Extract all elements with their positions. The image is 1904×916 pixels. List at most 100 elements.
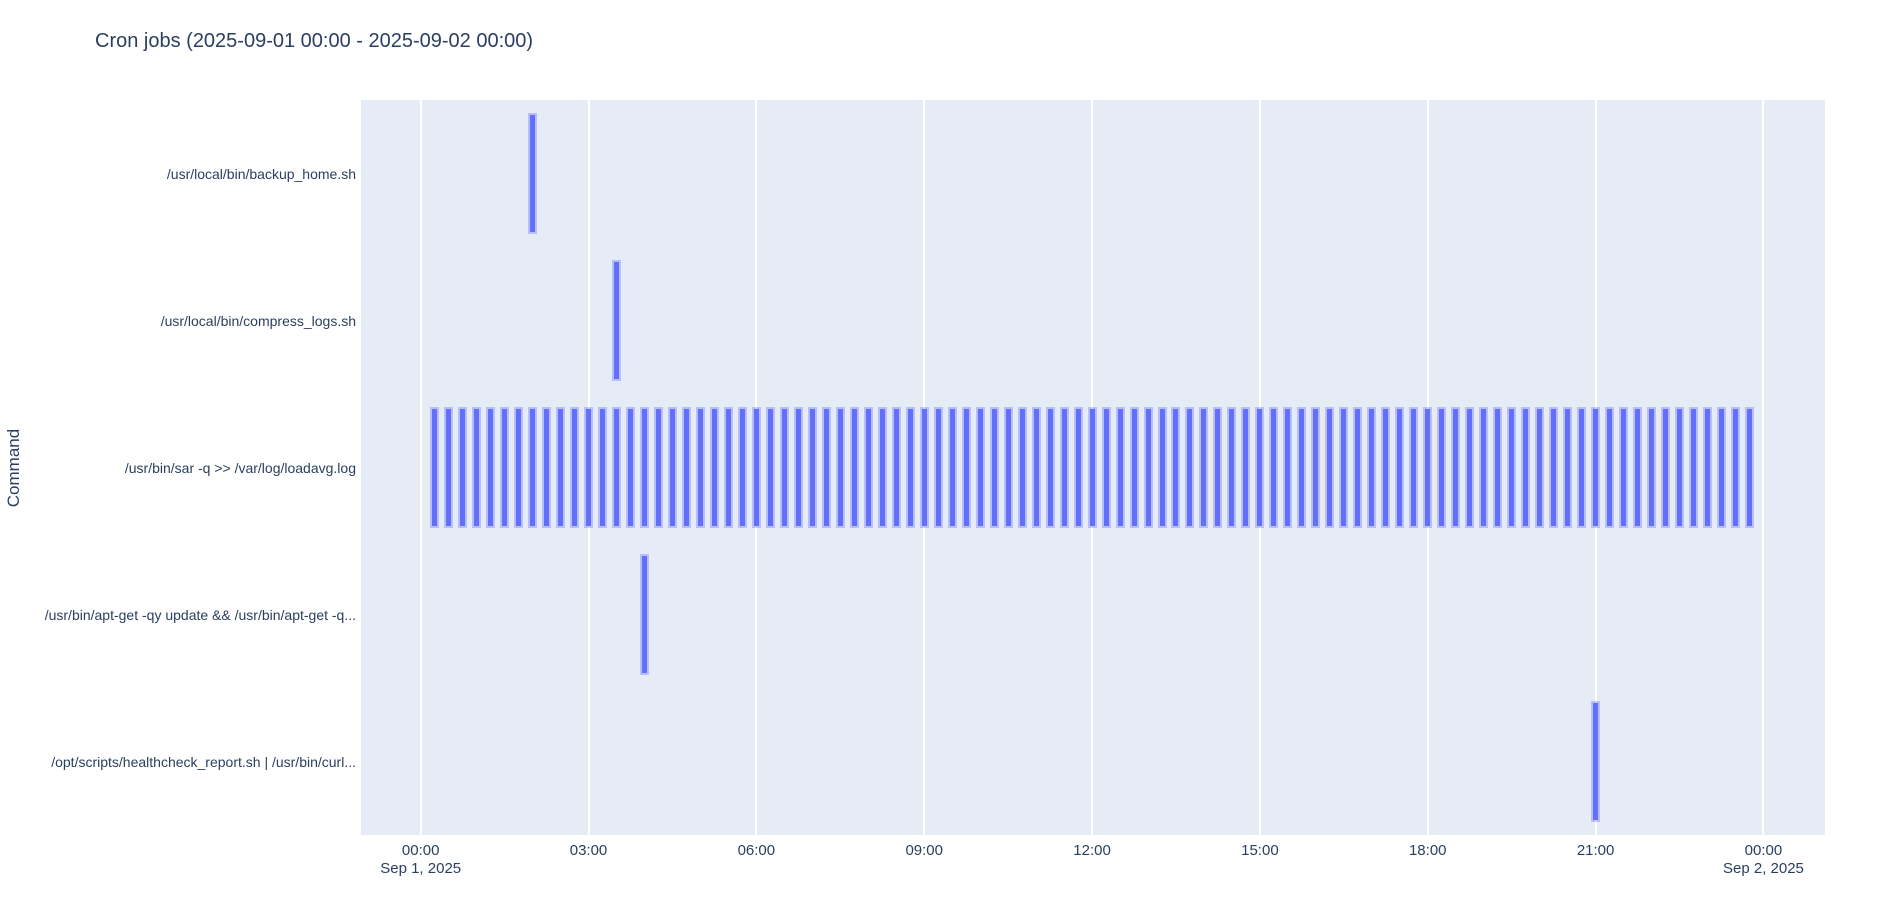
event-bar[interactable] bbox=[558, 409, 564, 526]
event-bar[interactable] bbox=[1271, 409, 1277, 526]
event-bar[interactable] bbox=[1425, 409, 1431, 526]
event-bar[interactable] bbox=[1579, 409, 1585, 526]
event-bar[interactable] bbox=[1285, 409, 1291, 526]
event-bar[interactable] bbox=[1145, 409, 1151, 526]
event-bar[interactable] bbox=[725, 409, 731, 526]
event-bar[interactable] bbox=[893, 409, 899, 526]
event-bar[interactable] bbox=[991, 409, 997, 526]
event-bar[interactable] bbox=[851, 409, 857, 526]
event-bar[interactable] bbox=[460, 409, 466, 526]
event-bar[interactable] bbox=[446, 409, 452, 526]
event-bar[interactable] bbox=[530, 115, 536, 232]
event-bar[interactable] bbox=[1215, 409, 1221, 526]
event-bar[interactable] bbox=[432, 409, 438, 526]
event-bar[interactable] bbox=[963, 409, 969, 526]
event-bar[interactable] bbox=[1439, 409, 1445, 526]
event-bar[interactable] bbox=[1537, 409, 1543, 526]
event-bar[interactable] bbox=[1131, 409, 1137, 526]
event-bar[interactable] bbox=[1467, 409, 1473, 526]
event-bar[interactable] bbox=[1691, 409, 1697, 526]
event-bar[interactable] bbox=[669, 409, 675, 526]
event-bar[interactable] bbox=[795, 409, 801, 526]
event-bar[interactable] bbox=[530, 409, 536, 526]
event-bar[interactable] bbox=[683, 409, 689, 526]
event-bar[interactable] bbox=[1551, 409, 1557, 526]
event-bar[interactable] bbox=[614, 409, 619, 526]
event-bar[interactable] bbox=[1607, 409, 1613, 526]
event-bar[interactable] bbox=[1103, 409, 1109, 526]
event-bar[interactable] bbox=[1621, 409, 1627, 526]
event-bar[interactable] bbox=[1509, 409, 1515, 526]
event-bar[interactable] bbox=[1481, 409, 1487, 526]
event-bar[interactable] bbox=[1355, 409, 1361, 526]
event-bar[interactable] bbox=[781, 409, 787, 526]
event-bar[interactable] bbox=[823, 409, 829, 526]
event-bar[interactable] bbox=[502, 409, 508, 526]
event-bar[interactable] bbox=[1369, 409, 1375, 526]
event-bar[interactable] bbox=[1565, 409, 1571, 526]
event-bar[interactable] bbox=[1677, 409, 1683, 526]
event-bar[interactable] bbox=[627, 409, 633, 526]
event-bar[interactable] bbox=[516, 409, 522, 526]
event-bar[interactable] bbox=[1187, 409, 1193, 526]
event-bar[interactable] bbox=[697, 409, 703, 526]
event-bar[interactable] bbox=[474, 409, 480, 526]
event-bar[interactable] bbox=[544, 409, 550, 526]
event-bar[interactable] bbox=[1299, 409, 1305, 526]
event-bar[interactable] bbox=[1593, 703, 1599, 820]
event-bar[interactable] bbox=[767, 409, 773, 526]
event-bar[interactable] bbox=[1005, 409, 1011, 526]
plot-area[interactable] bbox=[361, 100, 1825, 835]
event-bar[interactable] bbox=[1089, 409, 1095, 526]
event-bar[interactable] bbox=[865, 409, 871, 526]
event-bar[interactable] bbox=[1593, 409, 1599, 526]
event-bar[interactable] bbox=[1033, 409, 1039, 526]
event-bar[interactable] bbox=[1075, 409, 1081, 526]
event-bar[interactable] bbox=[1313, 409, 1319, 526]
event-bar[interactable] bbox=[1061, 409, 1067, 526]
event-bar[interactable] bbox=[1341, 409, 1347, 526]
event-bar[interactable] bbox=[1495, 409, 1501, 526]
event-bar[interactable] bbox=[572, 409, 578, 526]
event-bar[interactable] bbox=[837, 409, 843, 526]
event-bar[interactable] bbox=[1047, 409, 1053, 526]
event-bar[interactable] bbox=[1257, 409, 1263, 526]
event-bar[interactable] bbox=[641, 556, 647, 673]
event-bar[interactable] bbox=[977, 409, 983, 526]
event-bar[interactable] bbox=[600, 409, 605, 526]
event-bar[interactable] bbox=[1229, 409, 1235, 526]
event-bar[interactable] bbox=[641, 409, 647, 526]
event-bar[interactable] bbox=[1327, 409, 1333, 526]
event-bar[interactable] bbox=[1523, 409, 1529, 526]
event-bar[interactable] bbox=[1397, 409, 1403, 526]
event-bar[interactable] bbox=[1019, 409, 1025, 526]
event-bar[interactable] bbox=[1705, 409, 1710, 526]
event-bar[interactable] bbox=[1732, 409, 1738, 526]
event-bar[interactable] bbox=[935, 409, 941, 526]
event-bar[interactable] bbox=[1746, 409, 1752, 526]
event-bar[interactable] bbox=[1649, 409, 1655, 526]
event-bar[interactable] bbox=[1243, 409, 1249, 526]
event-bar[interactable] bbox=[753, 409, 759, 526]
event-bar[interactable] bbox=[1411, 409, 1417, 526]
event-bar[interactable] bbox=[907, 409, 913, 526]
event-bar[interactable] bbox=[614, 262, 619, 379]
event-bar[interactable] bbox=[1117, 409, 1123, 526]
event-bar[interactable] bbox=[655, 409, 661, 526]
event-bar[interactable] bbox=[879, 409, 885, 526]
event-bar[interactable] bbox=[586, 409, 592, 526]
event-bar[interactable] bbox=[1635, 409, 1641, 526]
event-bar[interactable] bbox=[1173, 409, 1179, 526]
event-bar[interactable] bbox=[488, 409, 494, 526]
event-bar[interactable] bbox=[1453, 409, 1459, 526]
event-bar[interactable] bbox=[711, 409, 717, 526]
event-bar[interactable] bbox=[1201, 409, 1207, 526]
event-bar[interactable] bbox=[1718, 409, 1724, 526]
event-bar[interactable] bbox=[1159, 409, 1165, 526]
event-bar[interactable] bbox=[809, 409, 815, 526]
event-bar[interactable] bbox=[1383, 409, 1389, 526]
event-bar[interactable] bbox=[949, 409, 955, 526]
event-bar[interactable] bbox=[1663, 409, 1669, 526]
event-bar[interactable] bbox=[739, 409, 745, 526]
event-bar[interactable] bbox=[921, 409, 927, 526]
